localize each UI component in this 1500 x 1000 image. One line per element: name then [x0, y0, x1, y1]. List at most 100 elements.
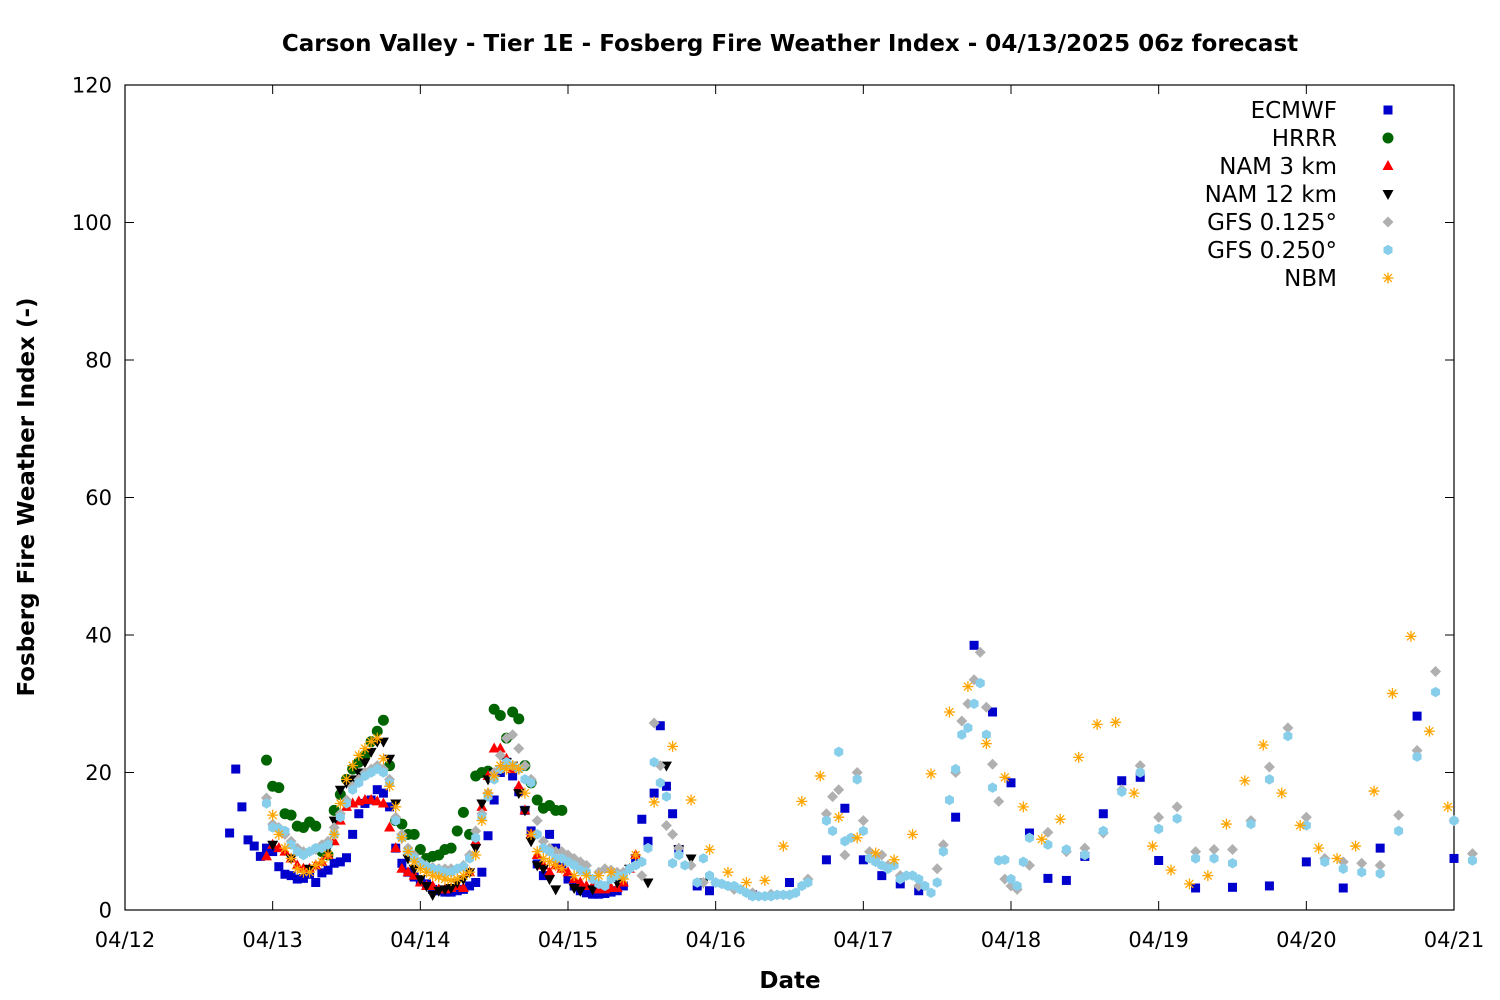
data-point	[1110, 716, 1122, 728]
data-point	[458, 861, 468, 872]
data-point	[262, 798, 272, 809]
data-point	[1165, 864, 1177, 876]
data-point	[531, 794, 543, 806]
data-point	[1191, 853, 1201, 864]
data-point	[286, 871, 296, 881]
data-point	[384, 754, 396, 765]
data-point	[342, 798, 351, 809]
data-point	[1350, 840, 1362, 852]
data-point	[457, 806, 469, 818]
data-point	[354, 777, 364, 789]
data-point	[354, 809, 364, 819]
data-point	[291, 863, 303, 875]
data-point	[310, 820, 322, 832]
data-point	[378, 767, 388, 778]
data-point	[328, 822, 340, 833]
data-point	[329, 858, 339, 868]
data-point	[827, 791, 839, 803]
data-point	[839, 849, 851, 861]
data-point	[1202, 870, 1214, 882]
data-point	[951, 763, 961, 775]
data-point	[1043, 839, 1053, 850]
data-point	[414, 844, 426, 855]
data-point	[1337, 856, 1349, 868]
data-point	[1467, 855, 1477, 866]
data-point	[698, 853, 708, 864]
data-point	[1061, 844, 1071, 855]
data-point	[1449, 815, 1459, 826]
data-point	[225, 828, 235, 838]
data-point	[705, 886, 715, 896]
data-point	[987, 758, 999, 770]
data-point	[1257, 739, 1269, 751]
data-point	[1239, 775, 1251, 787]
data-point	[1357, 866, 1367, 878]
data-point	[1264, 881, 1274, 891]
data-point	[267, 840, 279, 851]
data-point	[828, 825, 838, 837]
data-point	[537, 835, 549, 847]
data-point	[285, 809, 297, 821]
data-point	[1117, 786, 1127, 797]
data-point	[323, 839, 333, 850]
y-tick-label: 0	[99, 899, 112, 923]
data-point	[531, 861, 543, 872]
data-point	[1043, 873, 1053, 883]
data-point	[606, 887, 616, 897]
data-point	[465, 853, 475, 864]
data-point	[544, 866, 556, 877]
data-point	[365, 747, 377, 758]
data-point	[476, 815, 488, 827]
data-point	[568, 884, 580, 894]
data-point	[1036, 833, 1048, 845]
data-point	[396, 862, 408, 873]
data-point	[316, 856, 328, 868]
series-6	[267, 630, 1454, 890]
data-point	[525, 828, 537, 840]
data-point	[1172, 813, 1182, 824]
data-point	[545, 829, 555, 839]
data-point	[365, 736, 377, 748]
data-point	[1423, 725, 1435, 737]
data-point	[371, 795, 383, 806]
data-point	[391, 815, 401, 826]
x-tick-label: 04/21	[1424, 928, 1485, 952]
data-point	[1301, 857, 1311, 867]
legend-marker	[1382, 132, 1394, 144]
data-point	[1294, 819, 1306, 831]
data-point	[1405, 630, 1417, 642]
data-point	[531, 815, 543, 827]
data-point	[280, 869, 290, 879]
legend-marker	[1383, 244, 1393, 256]
data-point	[268, 847, 278, 857]
data-point	[550, 859, 562, 871]
data-point	[980, 701, 992, 713]
data-point	[600, 889, 610, 898]
data-point	[637, 856, 647, 868]
data-point	[1338, 863, 1348, 874]
data-point	[507, 760, 519, 772]
data-point	[963, 722, 973, 734]
y-tick-label: 100	[72, 211, 112, 235]
data-point	[273, 828, 285, 840]
data-point	[1018, 856, 1028, 868]
data-point	[785, 878, 794, 887]
data-point	[544, 875, 556, 886]
data-point	[377, 737, 389, 748]
data-point	[1154, 856, 1164, 865]
data-point	[494, 749, 506, 761]
data-point	[500, 763, 512, 775]
data-point	[420, 866, 432, 878]
data-point	[593, 870, 605, 882]
data-point	[1006, 778, 1016, 788]
x-axis-title: Date	[759, 968, 820, 994]
data-point	[359, 758, 371, 769]
data-point	[999, 771, 1011, 783]
legend-marker	[1382, 160, 1394, 170]
data-point	[1079, 842, 1091, 854]
x-tick-label: 04/17	[833, 928, 894, 952]
data-point	[1246, 818, 1256, 830]
data-point	[643, 836, 653, 846]
data-point	[1134, 760, 1146, 772]
